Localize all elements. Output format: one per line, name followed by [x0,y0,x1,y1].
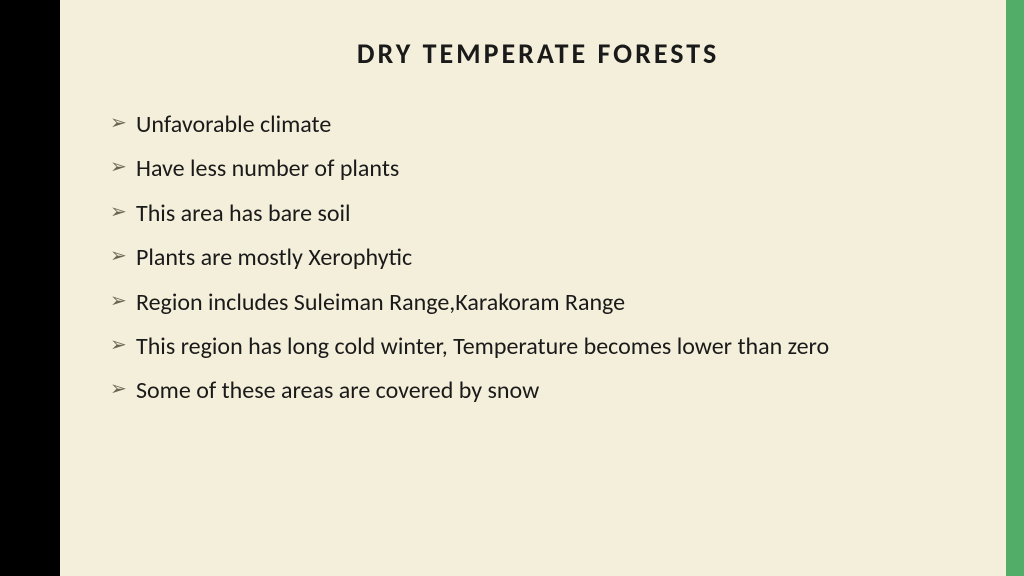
slide: DRY TEMPERATE FORESTS Unfavorable climat… [0,0,1024,576]
left-decorative-edge [0,0,60,576]
list-item: This area has bare soil [110,198,966,230]
slide-title: DRY TEMPERATE FORESTS [110,36,966,71]
list-item: Unfavorable climate [110,109,966,141]
list-item: Some of these areas are covered by snow [110,375,966,407]
list-item: Region includes Suleiman Range,Karakoram… [110,287,966,319]
bullet-list: Unfavorable climate Have less number of … [110,109,966,408]
right-decorative-edge [1006,0,1024,576]
content-area: DRY TEMPERATE FORESTS Unfavorable climat… [60,0,1006,576]
list-item: This region has long cold winter, Temper… [110,331,966,363]
list-item: Have less number of plants [110,153,966,185]
list-item: Plants are mostly Xerophytic [110,242,966,274]
